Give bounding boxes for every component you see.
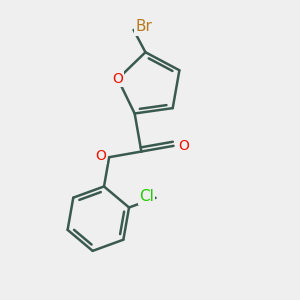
Text: Br: Br [136, 20, 152, 34]
Text: O: O [95, 149, 106, 163]
Text: O: O [178, 139, 189, 153]
Text: Cl: Cl [139, 189, 154, 204]
Text: O: O [112, 72, 123, 86]
